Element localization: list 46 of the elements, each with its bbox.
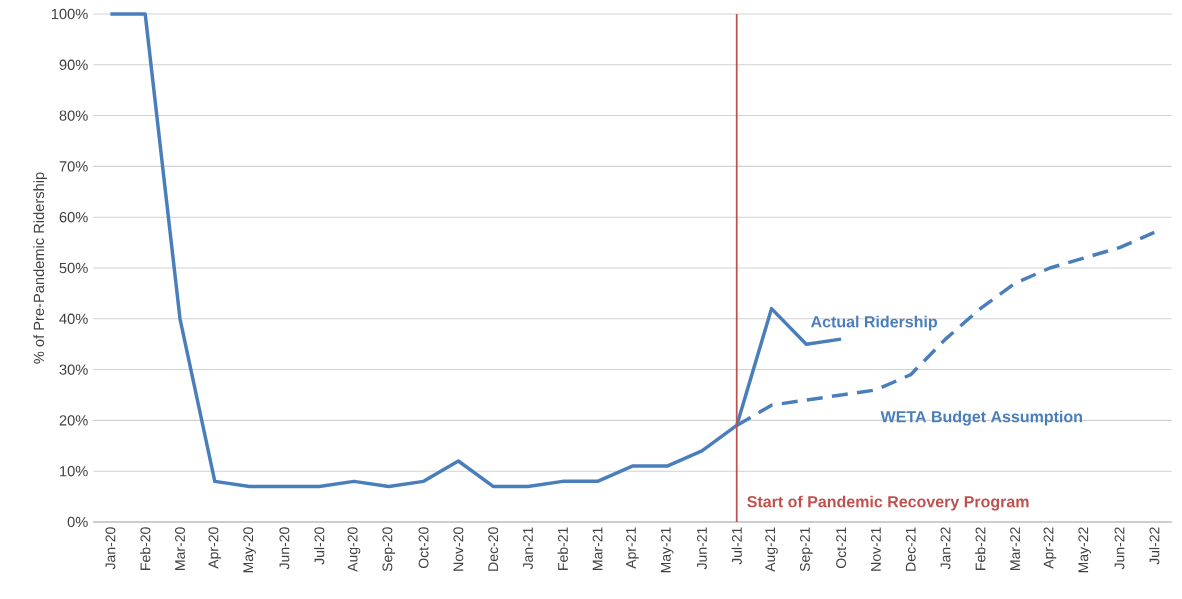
x-tick-label: Mar-21 [592, 527, 603, 570]
x-tick-label: Aug-21 [765, 527, 778, 572]
x-tick-label: Jul-22 [1149, 527, 1160, 565]
y-tick-label: 40% [59, 313, 88, 324]
x-tick-label: May-20 [243, 527, 256, 573]
x-tick-label: Oct-20 [418, 527, 429, 569]
y-tick-label: 10% [60, 466, 88, 477]
x-tick-label: Mar-20 [175, 527, 185, 570]
x-tick-label: Jul-20 [314, 527, 325, 565]
y-tick-label: 100% [51, 8, 88, 20]
x-tick-label: Jul-21 [731, 527, 742, 565]
x-tick-label: Apr-22 [1043, 527, 1057, 569]
x-tick-label: Feb-20 [140, 527, 151, 570]
y-tick-label: 50% [59, 262, 88, 274]
x-tick-label: Mar-22 [1010, 527, 1021, 570]
x-tick-label: Oct-21 [836, 527, 847, 569]
x-tick-label: Sep-20 [382, 527, 396, 572]
x-tick-label: Aug-20 [347, 527, 361, 572]
y-tick-label: 60% [59, 212, 88, 223]
x-tick-label: Dec-20 [488, 527, 499, 571]
x-tick-label: Apr-20 [208, 527, 222, 569]
series-label: Actual Ridership [810, 315, 938, 331]
y-tick-label: 30% [59, 364, 88, 375]
x-tick-label: Jan-21 [523, 527, 533, 570]
x-tick-label: Nov-20 [453, 527, 464, 571]
x-tick-label: Nov-21 [870, 527, 881, 571]
x-tick-label: Jan-20 [105, 527, 116, 570]
x-tick-label: Feb-22 [975, 527, 986, 570]
y-axis-title: % of Pre-Pandemic Ridership [33, 172, 47, 364]
y-tick-label: 90% [59, 59, 88, 70]
x-tick-label: Dec-21 [905, 527, 916, 571]
y-tick-label: 20% [59, 415, 88, 426]
x-tick-label: May-21 [660, 527, 674, 573]
x-tick-label: Jun-22 [1114, 527, 1125, 570]
y-tick-label: 0% [67, 516, 88, 528]
y-tick-label: 70% [59, 161, 88, 172]
x-tick-label: Jan-22 [940, 527, 951, 570]
x-tick-label: Feb-21 [557, 527, 568, 570]
ref-line-label: Start of Pandemic Recovery Program [747, 495, 1029, 511]
x-tick-label: Jun-20 [279, 527, 290, 570]
x-tick-label: Sep-21 [799, 527, 813, 572]
series-label: WETA Budget Assumption [880, 410, 1082, 426]
x-tick-label: Jun-21 [696, 527, 707, 570]
y-tick-label: 80% [59, 110, 88, 121]
x-tick-label: May-22 [1078, 527, 1092, 573]
x-tick-label: Apr-21 [626, 527, 639, 569]
